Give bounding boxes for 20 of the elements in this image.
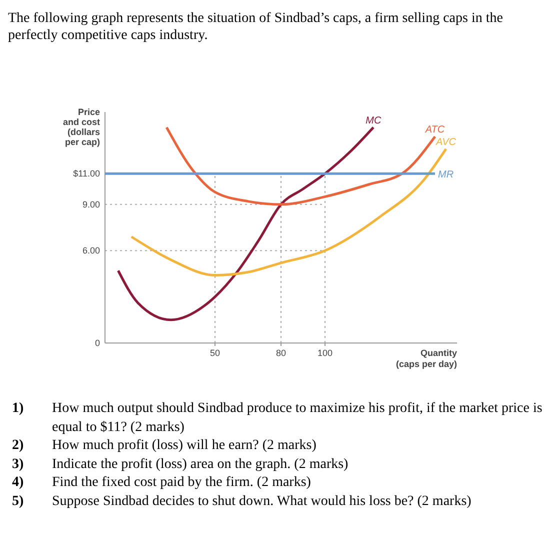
- y-tick-label: 6.00: [82, 246, 100, 256]
- series-label: MC: [366, 115, 382, 126]
- x-tick-label: 80: [276, 348, 286, 358]
- x-axis-title: Quantity (caps per day): [396, 348, 457, 369]
- series-label: AVC: [434, 136, 457, 148]
- x-tick-label: 50: [210, 348, 220, 358]
- text: 4) Find the fixed cost paid by the firm. (2 marks): [12, 475, 311, 490]
- y-tick-label: 9.00: [82, 199, 100, 210]
- y-axis-title: Price and cost (dollars per cap): [62, 107, 100, 147]
- text: 2) How much profit (loss) will he earn? (2 marks): [12, 438, 316, 453]
- line-series: [116, 126, 375, 322]
- series-label: MR: [438, 170, 454, 181]
- text: 1) How much output should Sindbad produce to maximize his profit, if the market price is equal to $11? (2 marks): [12, 401, 542, 434]
- y-tick-label: $11.00: [73, 168, 100, 179]
- y-tick-label: 0: [94, 338, 100, 348]
- chart-title: The following graph represents the situation of Sindbad’s caps, a firm selling caps in the perfectly competitive caps industry.: [8, 10, 504, 44]
- x-tick-label: 100: [317, 348, 333, 358]
- series-label: ATC: [424, 124, 446, 136]
- text: 3) Indicate the profit (loss) area on the graph. (2 marks): [12, 456, 348, 472]
- text: 5) Suppose Sindbad decides to shut down. What would his loss be? (2 marks): [12, 494, 472, 508]
